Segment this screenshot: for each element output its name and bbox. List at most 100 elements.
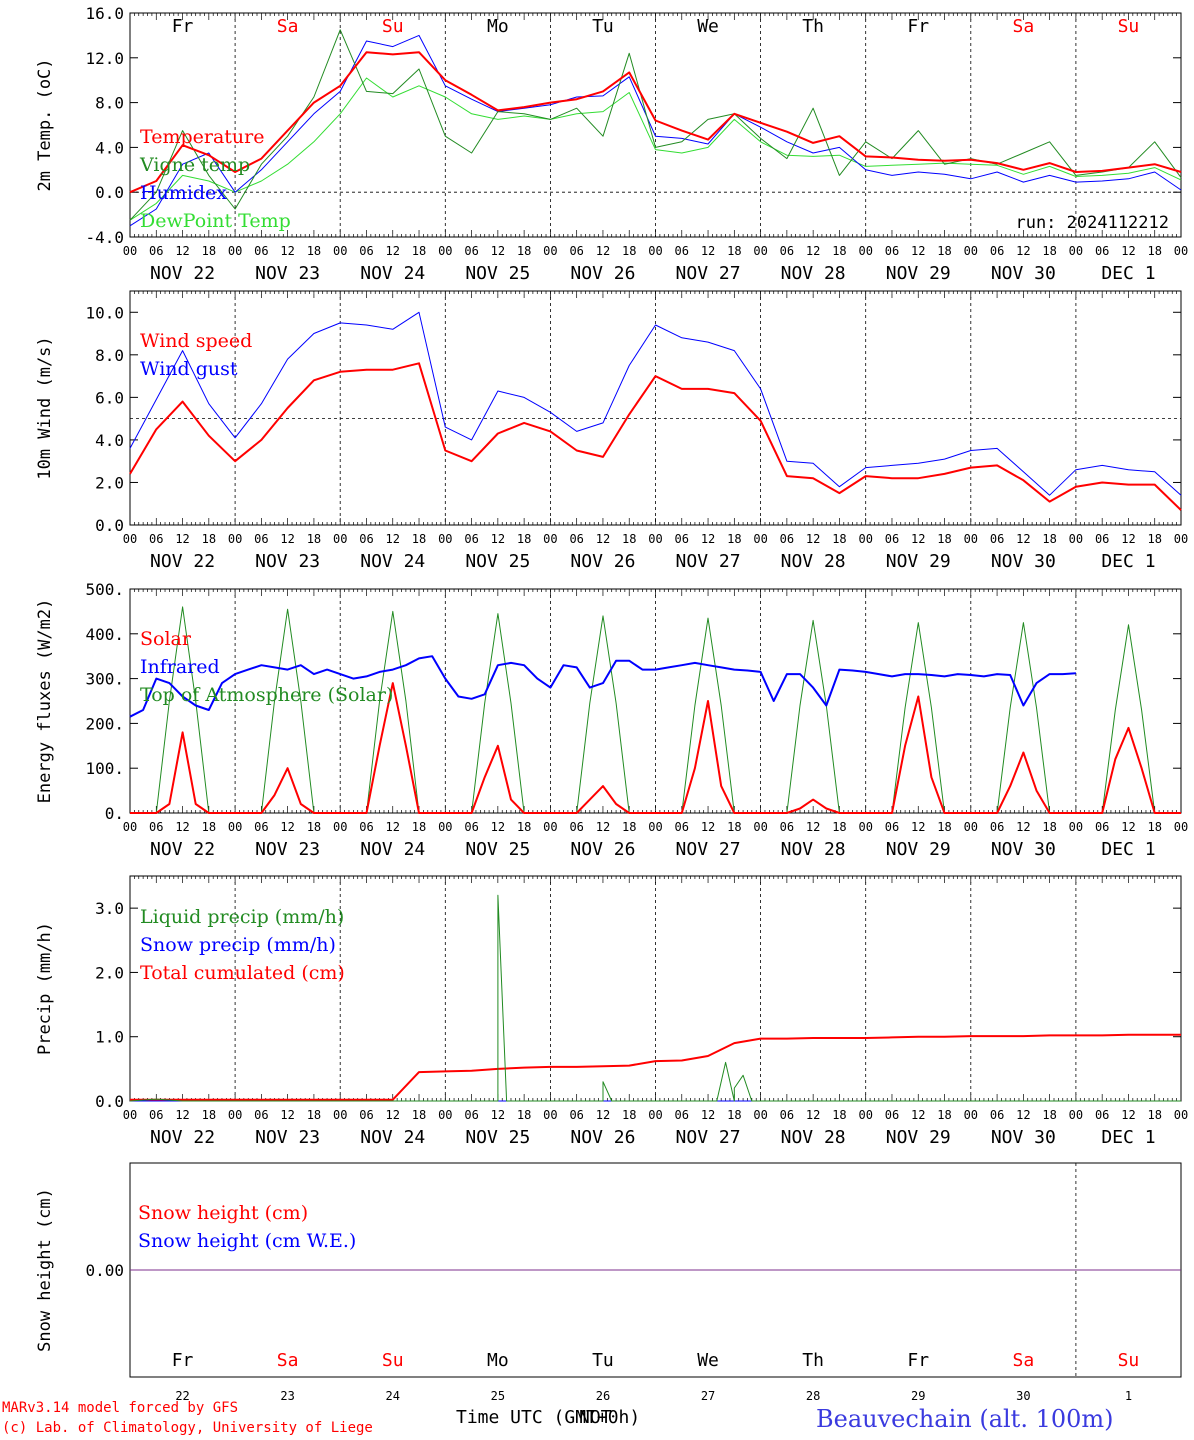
hour-tick-label: 00	[964, 244, 978, 258]
hour-tick-label: 12	[386, 244, 400, 258]
day-of-week-label: We	[697, 16, 719, 37]
hour-tick-label: 12	[386, 1108, 400, 1122]
day-number-label: 24	[386, 1389, 400, 1403]
hour-tick-label: 00	[648, 820, 662, 834]
run-annotation: run: 2024112212	[1015, 213, 1169, 233]
hour-tick-label: 00	[123, 1108, 137, 1122]
series-line-solar	[130, 682, 1181, 814]
hour-tick-label: 12	[280, 1108, 294, 1122]
hour-tick-label: 06	[254, 1108, 268, 1122]
hour-tick-label: 06	[254, 820, 268, 834]
hour-tick-label: 12	[491, 532, 505, 546]
y-tick-label: 3.0	[95, 899, 124, 918]
hour-tick-label: 18	[307, 532, 321, 546]
y-axis-label: 2m Temp. (oC)	[35, 58, 55, 191]
hour-tick-label: 18	[832, 532, 846, 546]
hour-tick-label: 00	[858, 532, 872, 546]
hour-tick-label: 12	[911, 1108, 925, 1122]
y-tick-label: 1.0	[95, 1028, 124, 1047]
hour-tick-label: 06	[780, 820, 794, 834]
hour-tick-label: 18	[517, 820, 531, 834]
panel-frame	[129, 12, 1182, 238]
hour-tick-label: 18	[622, 1108, 636, 1122]
hour-tick-label: 18	[307, 244, 321, 258]
day-number-label: 26	[596, 1389, 610, 1403]
hour-tick-label: 18	[832, 244, 846, 258]
date-label: NOV 30	[991, 839, 1056, 860]
time-axis-label: Time UTC (GMT+0h)	[456, 1407, 640, 1428]
hour-tick-label: 00	[1174, 244, 1188, 258]
y-tick-label: 500.	[85, 580, 124, 599]
date-label: NOV 26	[570, 263, 635, 284]
series-line-wind-gust	[129, 311, 1182, 496]
hour-tick-label: 06	[885, 244, 899, 258]
hour-tick-label: 12	[1121, 1108, 1135, 1122]
hour-tick-label: 00	[1069, 1108, 1083, 1122]
date-label: NOV 29	[886, 551, 951, 572]
y-tick-label: 0.0	[95, 1092, 124, 1111]
date-label: NOV 23	[255, 839, 320, 860]
hour-tick-label: 12	[175, 532, 189, 546]
day-of-week-label: Fr	[172, 16, 194, 37]
y-tick-label: 8.0	[95, 346, 124, 365]
hour-tick-label: 18	[727, 820, 741, 834]
date-label: NOV 28	[781, 263, 846, 284]
hour-tick-label: 12	[175, 244, 189, 258]
hour-tick-label: 12	[701, 244, 715, 258]
hour-tick-label: 06	[149, 820, 163, 834]
day-of-week-label: Su	[382, 16, 404, 37]
hour-tick-label: 18	[1147, 532, 1161, 546]
day-of-week-label: Su	[1118, 16, 1140, 37]
legend-entry: Wind speed	[140, 330, 252, 352]
hour-tick-label: 06	[149, 1108, 163, 1122]
y-axis-label: 10m Wind (m/s)	[35, 336, 55, 479]
y-tick-label: 16.0	[85, 4, 124, 23]
series-line-vigne-temp	[129, 29, 1182, 221]
day-of-week-label: Mo	[487, 1350, 509, 1371]
hour-tick-label: 00	[543, 244, 557, 258]
hour-tick-label: 12	[596, 820, 610, 834]
hour-tick-label: 00	[228, 244, 242, 258]
hour-tick-label: 00	[333, 532, 347, 546]
date-label: NOV 27	[676, 1127, 741, 1148]
hour-tick-label: 18	[1042, 820, 1056, 834]
hour-tick-label: 00	[438, 532, 452, 546]
series-line-wind-speed	[129, 362, 1182, 511]
hour-tick-label: 00	[1174, 532, 1188, 546]
day-number-label: 25	[491, 1389, 505, 1403]
date-label: DEC 1	[1101, 1127, 1155, 1148]
hour-tick-label: 12	[701, 820, 715, 834]
hour-tick-label: 00	[753, 244, 767, 258]
hour-tick-label: 18	[202, 244, 216, 258]
y-tick-label: 0.0	[95, 183, 124, 202]
y-tick-label: 4.0	[95, 138, 124, 157]
hour-tick-label: 12	[1016, 532, 1030, 546]
y-tick-label: 2.0	[95, 963, 124, 982]
date-label: NOV 22	[150, 1127, 215, 1148]
series-line-humidex	[129, 34, 1182, 227]
hour-tick-label: 00	[648, 532, 662, 546]
hour-tick-label: 18	[937, 820, 951, 834]
hour-tick-label: 00	[648, 1108, 662, 1122]
date-label: NOV 24	[360, 551, 425, 572]
date-label: NOV 22	[150, 263, 215, 284]
hour-tick-label: 06	[990, 244, 1004, 258]
hour-tick-label: 00	[123, 244, 137, 258]
hour-tick-label: 06	[675, 244, 689, 258]
hour-tick-label: 18	[937, 244, 951, 258]
series-line-temperature	[129, 51, 1182, 194]
hour-tick-label: 12	[1121, 532, 1135, 546]
hour-tick-label: 06	[885, 820, 899, 834]
hour-tick-label: 12	[280, 244, 294, 258]
day-number-label: 23	[280, 1389, 294, 1403]
hour-tick-label: 00	[228, 820, 242, 834]
date-label: NOV 24	[360, 263, 425, 284]
hour-tick-label: 00	[858, 1108, 872, 1122]
y-axis-label: Energy fluxes (W/m2)	[35, 599, 55, 804]
hour-tick-label: 00	[333, 244, 347, 258]
date-label: NOV 24	[360, 1127, 425, 1148]
y-tick-label: 0.00	[85, 1261, 124, 1280]
hour-tick-label: 12	[911, 532, 925, 546]
date-label: NOV 25	[465, 551, 530, 572]
